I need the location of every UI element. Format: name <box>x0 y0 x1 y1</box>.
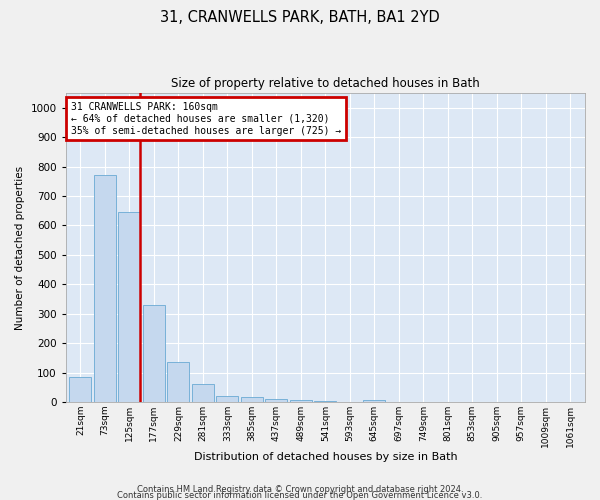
Y-axis label: Number of detached properties: Number of detached properties <box>15 166 25 330</box>
Bar <box>217 396 238 402</box>
Bar <box>70 377 91 402</box>
X-axis label: Distribution of detached houses by size in Bath: Distribution of detached houses by size … <box>194 452 457 462</box>
Bar <box>192 384 214 402</box>
Text: 31 CRANWELLS PARK: 160sqm
← 64% of detached houses are smaller (1,320)
35% of se: 31 CRANWELLS PARK: 160sqm ← 64% of detac… <box>71 102 341 136</box>
Bar <box>94 176 116 402</box>
Text: Contains public sector information licensed under the Open Government Licence v3: Contains public sector information licen… <box>118 490 482 500</box>
Bar <box>241 396 263 402</box>
Text: 31, CRANWELLS PARK, BATH, BA1 2YD: 31, CRANWELLS PARK, BATH, BA1 2YD <box>160 10 440 25</box>
Title: Size of property relative to detached houses in Bath: Size of property relative to detached ho… <box>171 78 480 90</box>
Text: Contains HM Land Registry data © Crown copyright and database right 2024.: Contains HM Land Registry data © Crown c… <box>137 484 463 494</box>
Bar <box>314 400 337 402</box>
Bar <box>290 400 312 402</box>
Bar <box>143 305 165 402</box>
Bar <box>167 362 190 402</box>
Bar <box>118 212 140 402</box>
Bar <box>265 398 287 402</box>
Bar <box>364 400 385 402</box>
